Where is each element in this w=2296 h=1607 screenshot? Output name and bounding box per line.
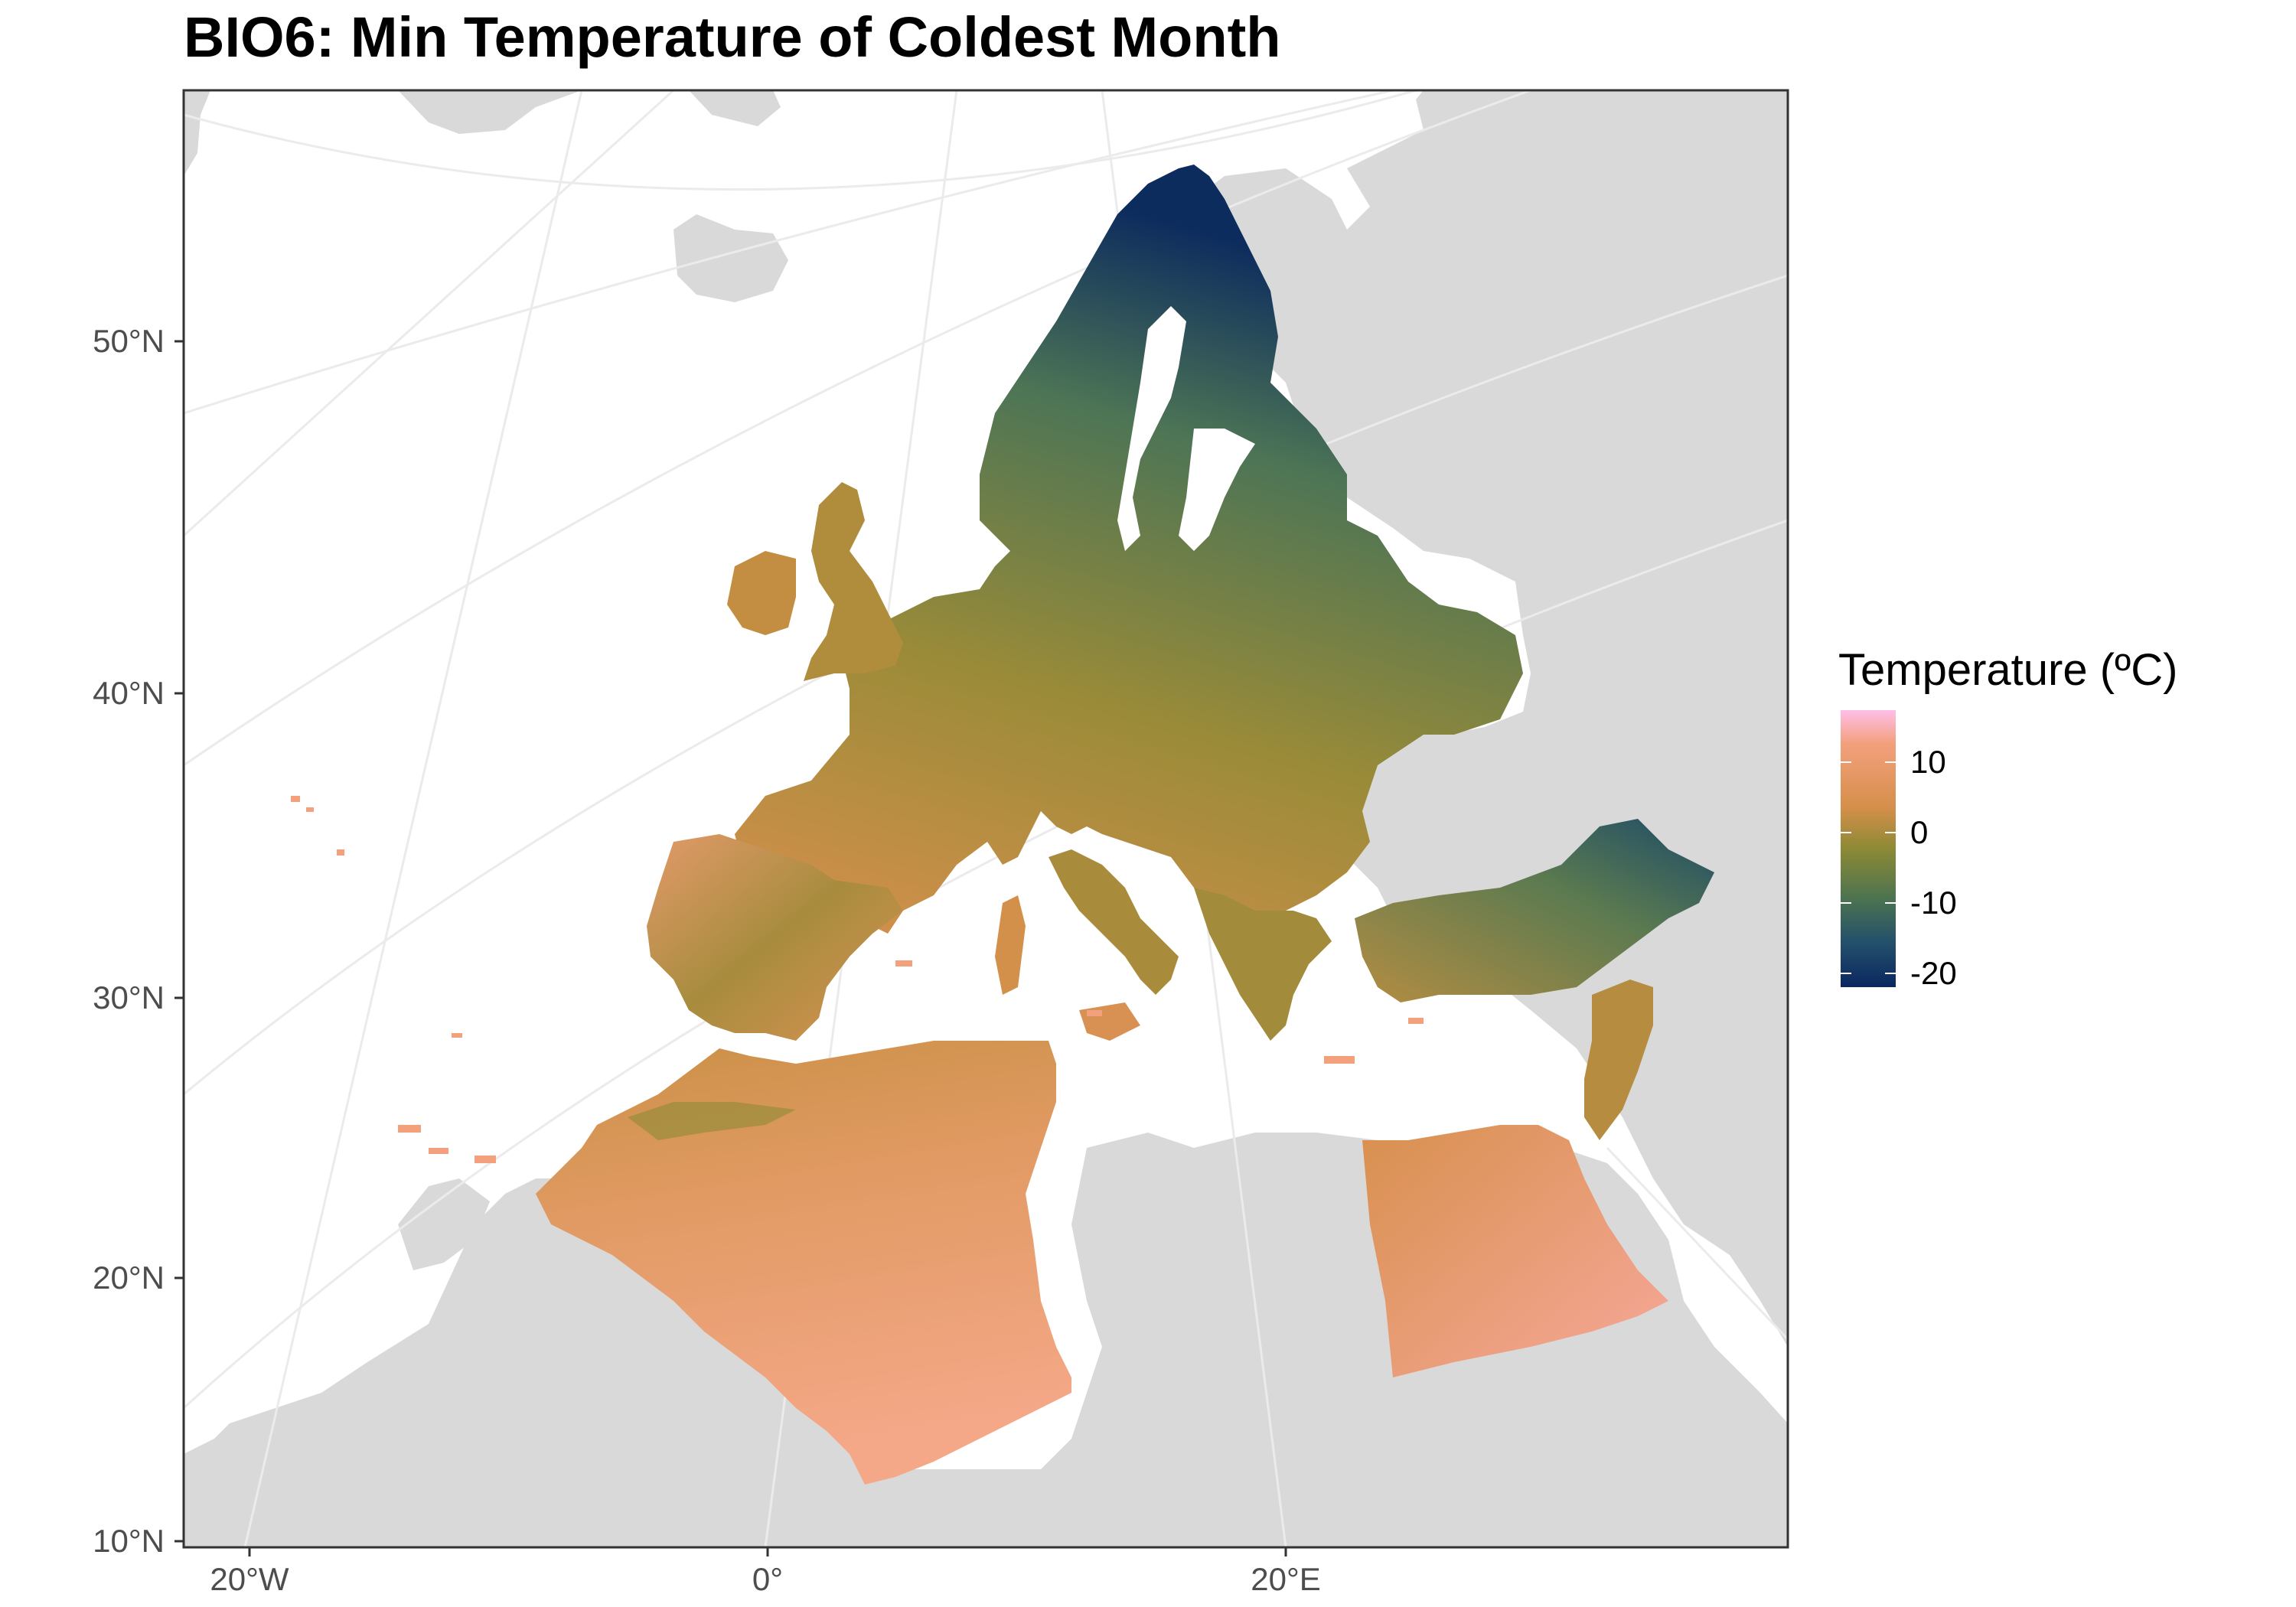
legend-label-10: 10 — [1910, 744, 1946, 780]
legend-label-minus20: -20 — [1910, 955, 1957, 991]
panel-frame — [182, 89, 1789, 1549]
lon-label-0: 0° — [752, 1561, 783, 1597]
chart-title: BIO6: Min Temperature of Coldest Month — [184, 5, 1281, 69]
axis-ticks — [174, 340, 1287, 1556]
lon-label-20e: 20°E — [1251, 1561, 1321, 1597]
lat-label-40n: 40°N — [93, 675, 165, 711]
lat-label-50n: 50°N — [93, 323, 165, 359]
legend-label-0: 0 — [1910, 814, 1929, 850]
temperature-raster — [536, 165, 1714, 1485]
legend-label-minus10: -10 — [1910, 885, 1957, 921]
legend-colorbar — [1841, 710, 1896, 987]
lat-label-30n: 30°N — [93, 980, 165, 1015]
lat-label-20n: 20°N — [93, 1260, 165, 1296]
lon-label-20w: 20°W — [210, 1561, 289, 1597]
lat-label-10n: 10°N — [93, 1523, 165, 1559]
legend-ticks — [1841, 761, 1896, 974]
small-islands — [291, 796, 1424, 1163]
legend-title: Temperature (ºC) — [1838, 645, 2178, 695]
